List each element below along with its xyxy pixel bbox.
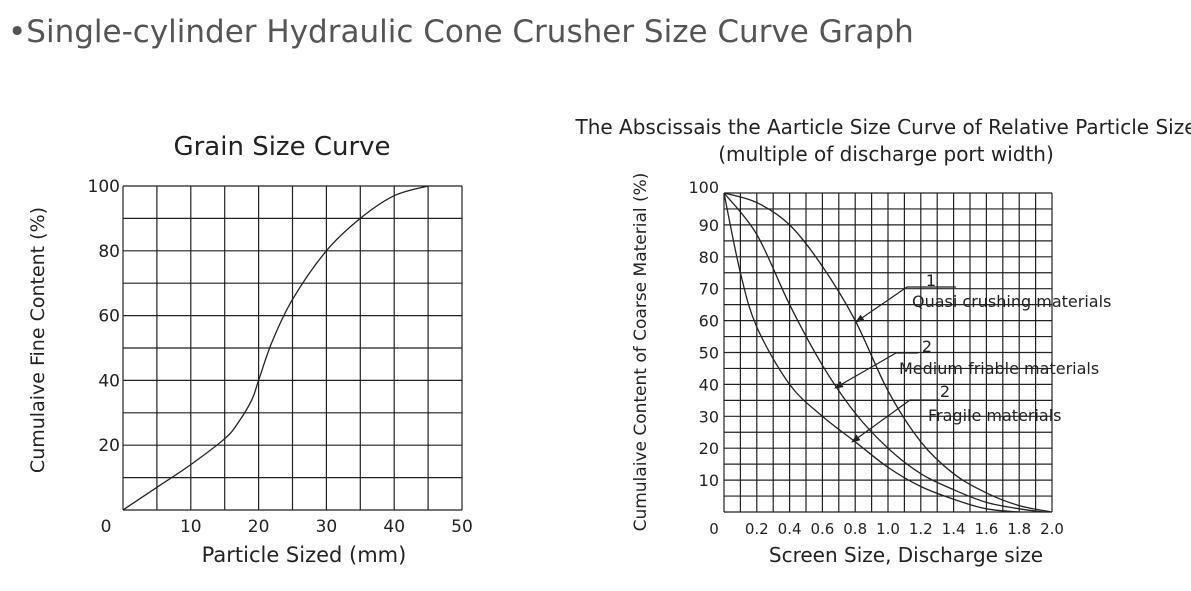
grain-size-chart: Grain Size Curve 0 10 20 30 40 50 20 40 60 80 100 Pa… (27, 132, 473, 567)
x-tick-label: 1.4 (942, 520, 966, 538)
x-tick-label: 1.0 (876, 520, 900, 538)
x-tick-label: 30 (316, 517, 338, 537)
series-line (723, 192, 1044, 513)
annotation-label: Fragile materials (928, 406, 1062, 425)
x-tick-label: 10 (180, 517, 202, 537)
y-tick-label: 90 (699, 216, 719, 235)
annotation-label: Medium friable materials (899, 359, 1099, 378)
annotation-leader-arrow (834, 352, 918, 389)
x-tick-label: 20 (248, 517, 270, 537)
x-tick-label: 40 (383, 517, 405, 537)
y-tick-label: 60 (699, 312, 719, 331)
x-tick-label: 0.6 (810, 520, 834, 538)
y-tick-label: 50 (699, 344, 719, 363)
x-tick-label: 1.2 (909, 520, 933, 538)
y-tick-label: 80 (98, 242, 120, 262)
y-tick-label: 80 (699, 248, 719, 267)
x-tick-label: 0.2 (745, 520, 769, 538)
y-tick-label: 40 (699, 375, 719, 394)
y-axis-label: Cumulaive Content of Coarse Material (%) (631, 173, 651, 532)
chart-title: The Abscissais the Aarticle Size Curve o… (574, 115, 1191, 139)
chart-subtitle: (multiple of discharge port width) (718, 142, 1054, 166)
chart-title: Grain Size Curve (173, 132, 390, 162)
annotation-label: Quasi crushing materials (912, 292, 1111, 311)
x-tick-label: 2.0 (1040, 520, 1064, 538)
y-tick-label: 100 (88, 177, 120, 197)
annotation-leader-arrow (855, 286, 956, 323)
series-line (122, 185, 429, 511)
x-tick-label: 0.4 (778, 520, 802, 538)
y-tick-label: 60 (98, 307, 120, 327)
x-tick-label: 1.8 (1007, 520, 1031, 538)
x-axis-label: Screen Size, Discharge size (769, 543, 1043, 567)
y-tick-label: 70 (699, 280, 719, 299)
y-tick-label: 100 (688, 178, 719, 197)
y-tick-label: 20 (699, 439, 719, 458)
series-line (723, 192, 1053, 513)
annotation-number: 2 (922, 337, 932, 356)
x-tick-label: 0 (709, 520, 719, 538)
y-tick-label: 30 (699, 407, 719, 426)
annotation-leader-arrow (851, 399, 940, 443)
x-tick-label: 0 (101, 517, 112, 537)
page-title: •Single-cylinder Hydraulic Cone Crusher … (8, 14, 914, 50)
y-tick-label: 10 (699, 471, 719, 490)
annotation-number: 1 (926, 271, 936, 290)
x-tick-label: 1.6 (974, 520, 998, 538)
x-tick-label: 50 (451, 517, 473, 537)
x-axis-label: Particle Sized (mm) (202, 543, 407, 567)
y-tick-label: 20 (98, 436, 120, 456)
y-tick-label: 40 (98, 371, 120, 391)
x-tick-label: 0.8 (843, 520, 867, 538)
annotation-number: 2 (940, 382, 950, 401)
y-axis-label: Cumulaive Fine Content (%) (27, 207, 49, 473)
relative-particle-size-chart: The Abscissais the Aarticle Size Curve o… (574, 115, 1191, 567)
